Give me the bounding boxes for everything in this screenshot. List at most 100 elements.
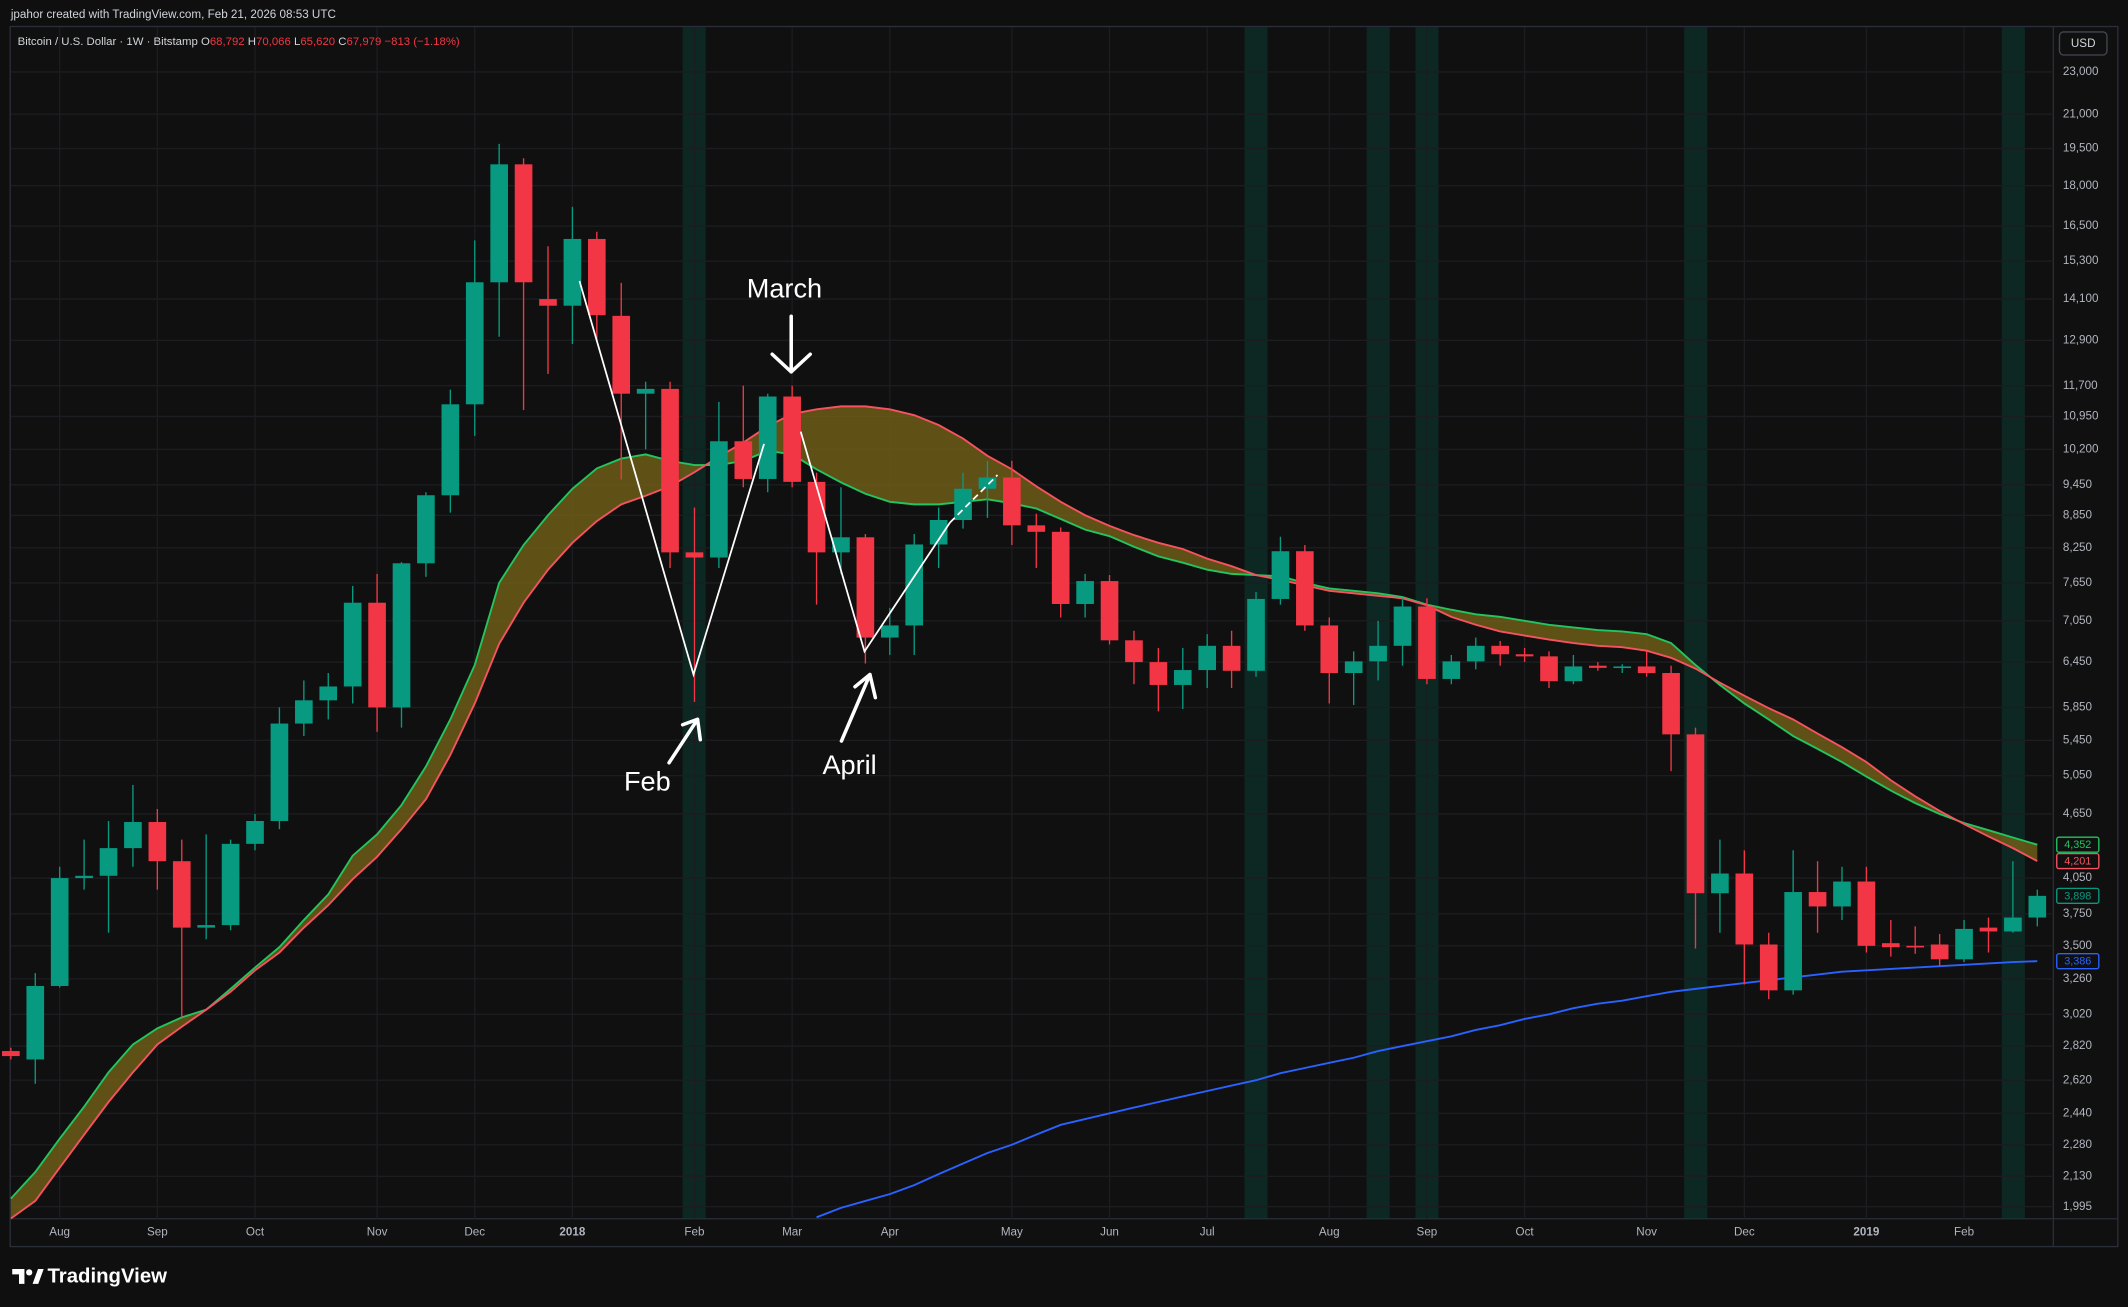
candle-body <box>368 602 386 708</box>
highlight-band <box>1684 27 1708 1219</box>
pane <box>9 25 2119 1248</box>
candle-body <box>172 861 191 928</box>
candle-body <box>124 822 142 849</box>
candle-body <box>148 822 167 862</box>
candle-body <box>2028 895 2047 918</box>
candle-body <box>587 238 606 316</box>
x-tick-label: Jun <box>1100 1225 1119 1238</box>
y-tick-label: 3,020 <box>2063 1007 2093 1020</box>
candle-body <box>710 441 728 558</box>
candle-body <box>417 495 435 564</box>
logo-mark <box>12 1268 25 1284</box>
y-tick-label: 8,850 <box>2063 508 2093 521</box>
candle-body <box>1418 606 1436 679</box>
ohlc-value: 67,979 <box>347 36 382 48</box>
x-tick-label: 2019 <box>1853 1225 1879 1238</box>
candle-body <box>50 878 69 986</box>
x-tick-label: Oct <box>246 1225 265 1238</box>
x-tick-label: May <box>1001 1225 1023 1238</box>
ohlc-value: 70,066 <box>256 36 291 48</box>
price-label: 4,201 <box>2064 856 2091 868</box>
change: −813 (−1.18%) <box>384 36 459 48</box>
candle-body <box>221 843 240 926</box>
candle-body <box>1589 665 1607 668</box>
y-tick-label: 3,500 <box>2063 939 2093 952</box>
candle-body <box>661 388 679 553</box>
candle-body <box>905 544 924 626</box>
candle-body <box>1930 944 1949 960</box>
pattern-line <box>799 431 951 654</box>
brand-logo <box>12 1268 44 1284</box>
ohlc-value: 68,792 <box>210 36 245 48</box>
y-tick-label: 9,450 <box>2063 478 2093 491</box>
arrow <box>839 672 878 743</box>
price-label-box <box>2056 887 2100 904</box>
currency[interactable]: USD <box>2071 37 2096 50</box>
candle-body <box>1491 645 1509 655</box>
candle-body <box>1466 645 1485 662</box>
candle-body <box>1540 656 1558 682</box>
annotation: March <box>747 273 822 304</box>
candle-body <box>392 563 411 708</box>
y-tick-label: 12,900 <box>2063 333 2099 346</box>
candle-body <box>1564 666 1583 682</box>
x-tick-label: Jul <box>1200 1225 1215 1238</box>
ohlc-key: C <box>338 36 346 48</box>
ema-band <box>10 406 2038 1219</box>
candle-body <box>612 315 631 394</box>
candle-body <box>685 552 704 558</box>
candle-body <box>1955 928 1973 960</box>
y-tick-label: 16,500 <box>2063 219 2099 232</box>
x-tick-label: Nov <box>1636 1225 1657 1238</box>
candle-body <box>2 1051 20 1057</box>
y-tick-label: 8,250 <box>2063 541 2093 554</box>
currency-button[interactable] <box>2058 31 2108 56</box>
candle-body <box>1393 606 1412 646</box>
candle-body <box>1076 581 1094 604</box>
candle-body <box>514 164 533 283</box>
candle-body <box>1296 551 1314 626</box>
candle-body <box>465 282 484 405</box>
candle-body <box>1735 873 1754 945</box>
candle-body <box>1857 881 1876 946</box>
pattern-line <box>578 280 765 678</box>
candle-body <box>490 164 508 283</box>
y-tick-label: 5,850 <box>2063 700 2093 713</box>
candle-body <box>1344 661 1363 674</box>
x-tick-label: Dec <box>1734 1225 1755 1238</box>
candle-body <box>1100 581 1119 641</box>
price-label: 4,352 <box>2064 839 2091 851</box>
x-tick-label: 2018 <box>559 1225 585 1238</box>
candle-body <box>758 396 777 479</box>
candle-body <box>270 723 289 822</box>
candle-body <box>1613 666 1632 669</box>
price-label-box <box>2056 953 2100 970</box>
candles <box>2 143 2047 1084</box>
x-tick-label: Dec <box>464 1225 485 1238</box>
y-tick-label: 10,950 <box>2063 410 2099 423</box>
logo-mark <box>26 1269 33 1276</box>
x-tick-label: Feb <box>684 1225 704 1238</box>
candle-body <box>1979 927 1998 932</box>
y-tick-label: 4,650 <box>2063 807 2093 820</box>
x-tick-label: Feb <box>1954 1225 1974 1238</box>
y-tick-label: 15,300 <box>2063 254 2099 267</box>
axes: 1,995 2,130 2,280 2,440 2,620 2,820 3,020 3,260… <box>49 65 2100 1238</box>
candle-body <box>1027 525 1046 532</box>
x-tick-label: Aug <box>1319 1225 1340 1238</box>
candle-body <box>1881 943 1900 948</box>
candle-body <box>636 388 655 394</box>
candle-body <box>1662 673 1680 735</box>
price-label: 3,386 <box>2064 956 2091 968</box>
candle-body <box>441 404 460 496</box>
price-label-box <box>2056 852 2100 870</box>
candle-body <box>1247 598 1265 671</box>
y-tick-label: 5,450 <box>2063 733 2093 746</box>
candle-body <box>783 396 801 482</box>
price-label: 3,898 <box>2064 890 2091 902</box>
x-tick-label: Sep <box>147 1225 168 1238</box>
arrow <box>667 717 703 765</box>
y-tick-label: 2,820 <box>2063 1039 2093 1052</box>
